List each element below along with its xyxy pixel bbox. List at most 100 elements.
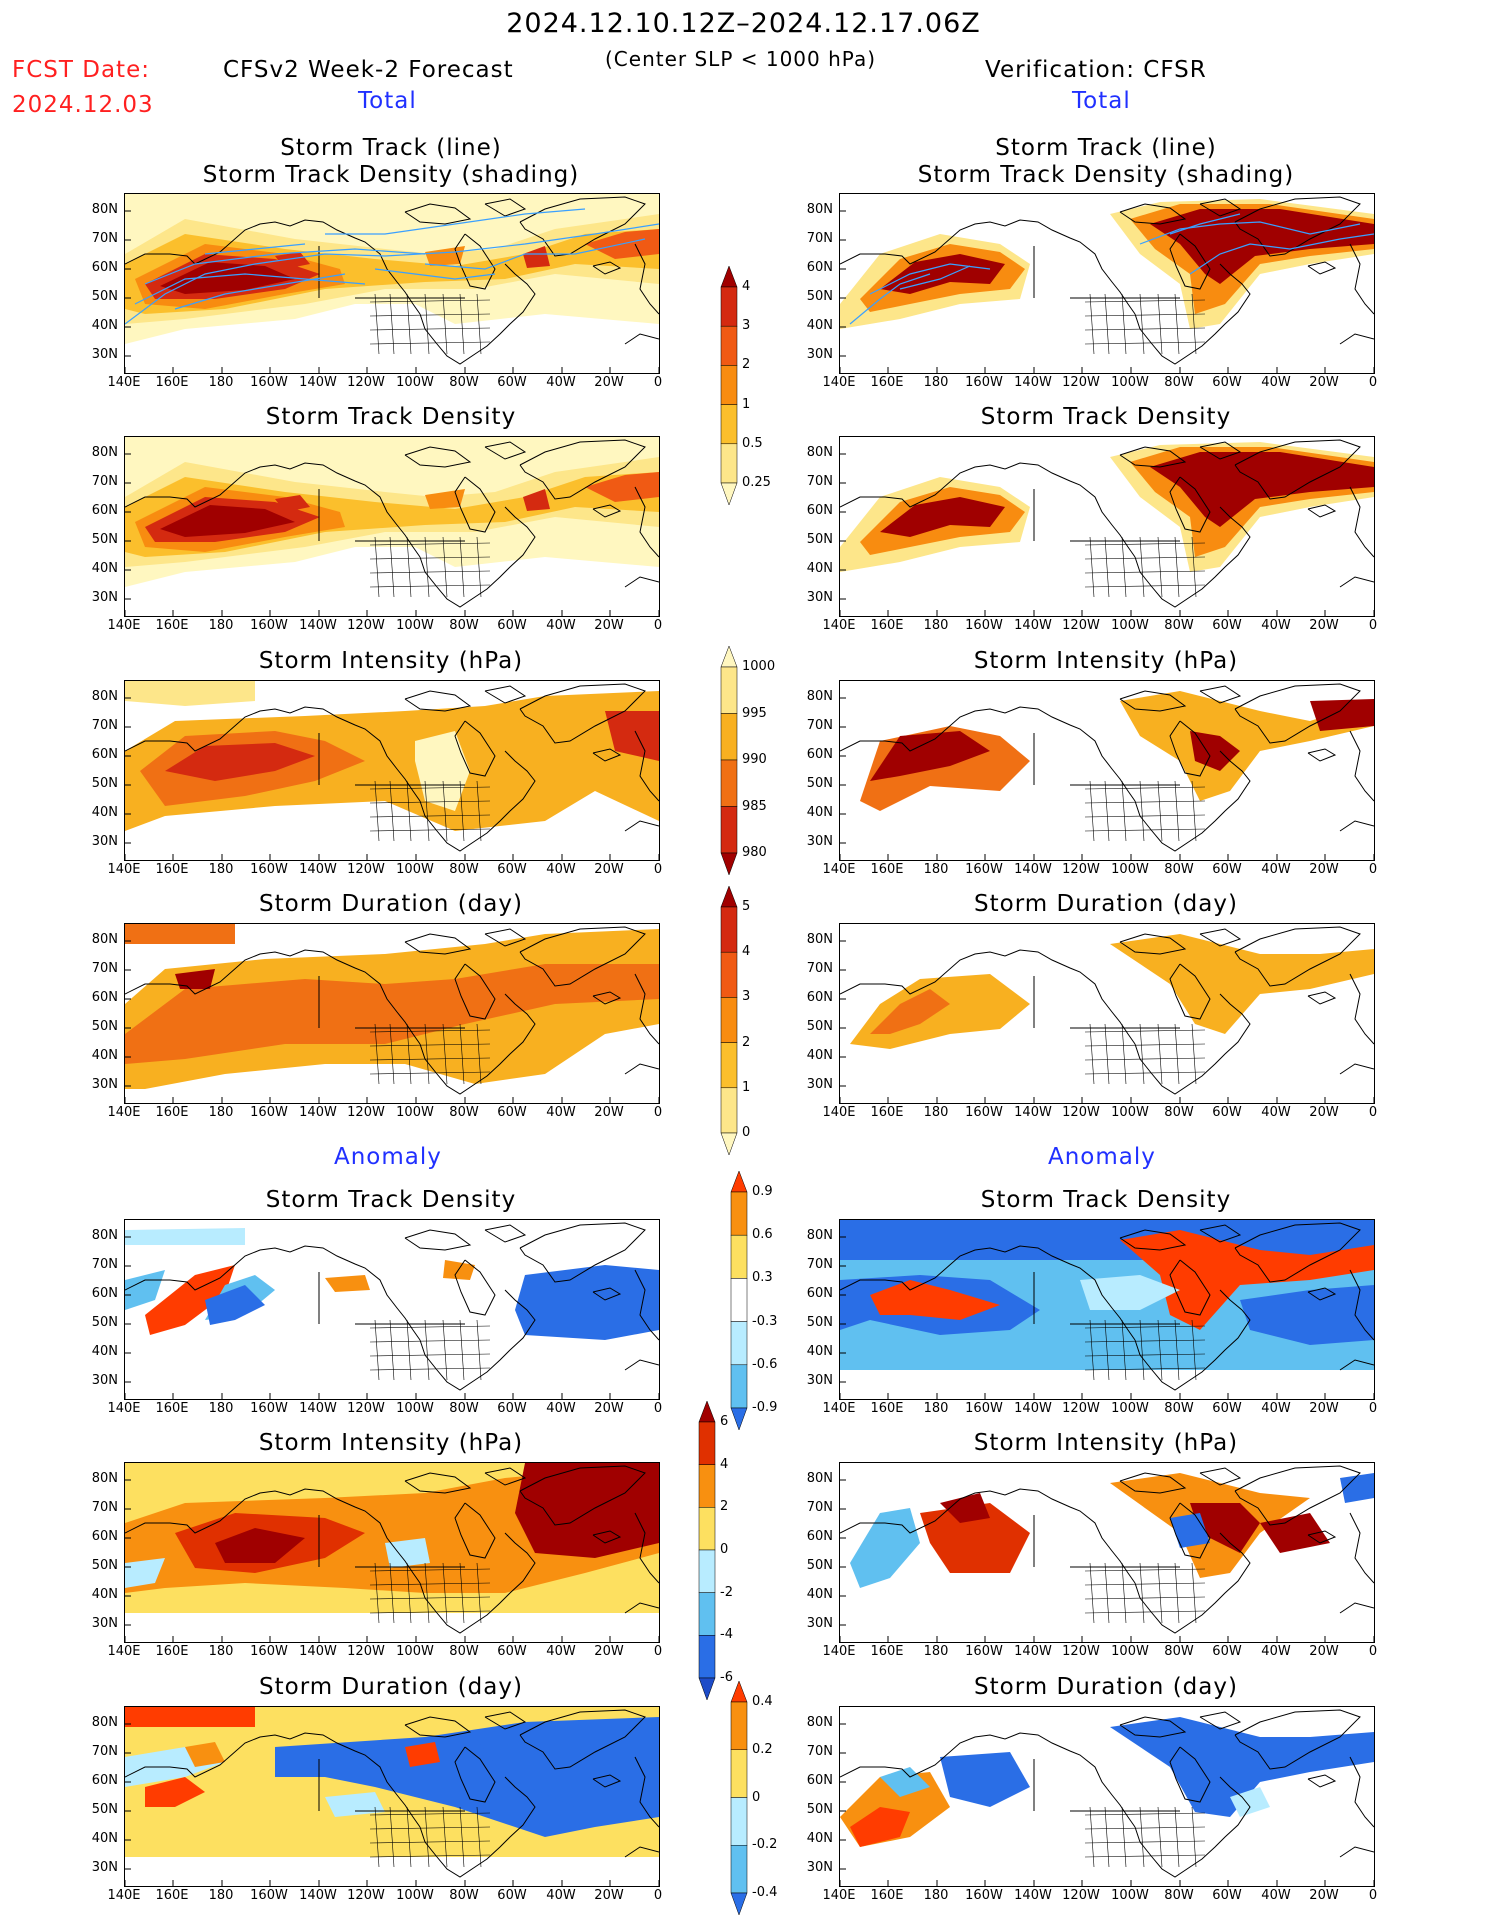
lon-tick-label: 180 <box>208 375 234 390</box>
coastline <box>1349 1269 1374 1341</box>
intensity-1000 <box>415 731 470 811</box>
panel-title: Storm Intensity (hPa) <box>973 648 1239 674</box>
coastline <box>1307 1287 1337 1301</box>
coastline <box>1234 1709 1361 1770</box>
lon-tick-label: 80W <box>1164 862 1194 877</box>
state-border <box>1084 584 1206 588</box>
lon-tick-label: 160W <box>250 1401 288 1416</box>
anom-int-neg-strong <box>1170 1513 1210 1548</box>
coastline <box>419 993 536 1095</box>
state-border <box>442 293 448 355</box>
lon-tick-label: 120W <box>347 375 385 390</box>
panel-title: Storm Track Density <box>265 1187 517 1213</box>
state-border <box>369 1812 491 1816</box>
lon-tick-label: 60W <box>1212 862 1242 877</box>
lon-tick-label: 0 <box>1368 1401 1378 1416</box>
lat-tick-label: 80N <box>91 689 118 704</box>
state-border <box>369 1043 491 1047</box>
lon-tick-label: 160E <box>155 1401 189 1416</box>
state-border <box>369 542 491 546</box>
density-max <box>880 497 1005 537</box>
lon-tick-label: 160E <box>870 1888 904 1903</box>
coastline <box>125 706 421 802</box>
lat-tick-label: 40N <box>91 805 118 820</box>
state-border <box>369 1325 491 1329</box>
lon-tick-label: 20W <box>1309 375 1339 390</box>
colorbar-label: 980 <box>742 845 767 860</box>
lon-tick-label: 40W <box>546 618 576 633</box>
lon-tick-label: 80W <box>1164 1644 1194 1659</box>
colorbar-label: 4 <box>742 279 751 294</box>
density-veryhigh <box>275 495 310 512</box>
storm-track-line <box>849 273 931 325</box>
anom-int-max <box>215 1528 305 1563</box>
lon-tick-label: 140E <box>822 1888 856 1903</box>
lon-tick-label: 160W <box>250 1888 288 1903</box>
lat-tick-label: 80N <box>91 1471 118 1486</box>
left-anomaly-label: Anomaly <box>334 1144 442 1170</box>
state-border <box>389 1319 395 1381</box>
coastline <box>484 441 527 460</box>
state-border <box>1084 800 1206 804</box>
coastline <box>1119 203 1187 225</box>
map-plot-area <box>124 1706 660 1887</box>
map-plot-area <box>124 923 660 1104</box>
panel-title: Storm Track Density <box>265 404 517 430</box>
lon-tick-label: 140W <box>1014 1644 1052 1659</box>
map-plot-area <box>839 923 1375 1104</box>
lat-tick-label: 50N <box>91 1802 118 1817</box>
colorbar-label: 6 <box>720 1414 729 1429</box>
colorbar-label: 2 <box>742 1034 751 1050</box>
coastline <box>419 750 536 852</box>
lat-tick-label: 40N <box>806 561 833 576</box>
map-svg <box>840 1465 1374 1642</box>
intensity-990 <box>1120 691 1374 801</box>
lon-tick-label: 60W <box>497 1105 527 1120</box>
colorbar-arrow-top <box>720 885 738 908</box>
coastline <box>1134 993 1251 1095</box>
lon-tick-label: 20W <box>594 1401 624 1416</box>
colorbar-segment <box>720 1087 738 1134</box>
lon-tick-label: 60W <box>497 862 527 877</box>
coastline <box>454 1502 496 1559</box>
lat-tick-label: 50N <box>91 532 118 547</box>
lon-tick-label: 20W <box>594 375 624 390</box>
colorbar-arrow-top <box>730 1170 748 1193</box>
shading-layer <box>125 437 659 587</box>
storm-track-line <box>325 208 586 235</box>
anom-neg-strong <box>1240 1285 1374 1345</box>
colorbar-label: 1 <box>742 1079 751 1095</box>
lat-tick-label: 30N <box>91 1373 118 1388</box>
coastline <box>592 1530 622 1544</box>
map-svg <box>840 196 1374 373</box>
lon-tick-label: 140E <box>107 1401 141 1416</box>
anom-dur-neg <box>880 1767 930 1797</box>
state-border <box>369 1610 491 1614</box>
state-border <box>389 293 395 355</box>
storm-track-line <box>899 265 971 290</box>
lat-tick-label: 50N <box>806 776 833 791</box>
state-border <box>1084 341 1206 345</box>
storm-track-line <box>174 273 346 310</box>
colorbar-label: 0.4 <box>752 1694 773 1709</box>
coastline <box>1307 504 1337 518</box>
lon-tick-label: 80W <box>449 1105 479 1120</box>
lon-tick-label: 140W <box>299 862 337 877</box>
state-border <box>369 786 491 790</box>
density-high <box>585 472 659 502</box>
state-border <box>424 1023 430 1085</box>
colorbar-label: -0.2 <box>752 1837 778 1853</box>
coastline <box>1307 1774 1337 1788</box>
lat-tick-label: 80N <box>91 932 118 947</box>
colorbar-label: 0 <box>720 1542 729 1557</box>
anom-dur-pos <box>405 1742 440 1767</box>
lon-tick-label: 0 <box>1368 618 1378 633</box>
lon-tick-label: 160E <box>155 1644 189 1659</box>
colorbar-segment <box>730 1321 748 1366</box>
lat-tick-label: 70N <box>806 1257 833 1272</box>
colorbar-segment <box>720 713 738 761</box>
map-svg <box>840 926 1374 1103</box>
lon-tick-label: 20W <box>594 862 624 877</box>
lat-tick-label: 60N <box>806 990 833 1005</box>
state-border <box>459 1023 465 1085</box>
